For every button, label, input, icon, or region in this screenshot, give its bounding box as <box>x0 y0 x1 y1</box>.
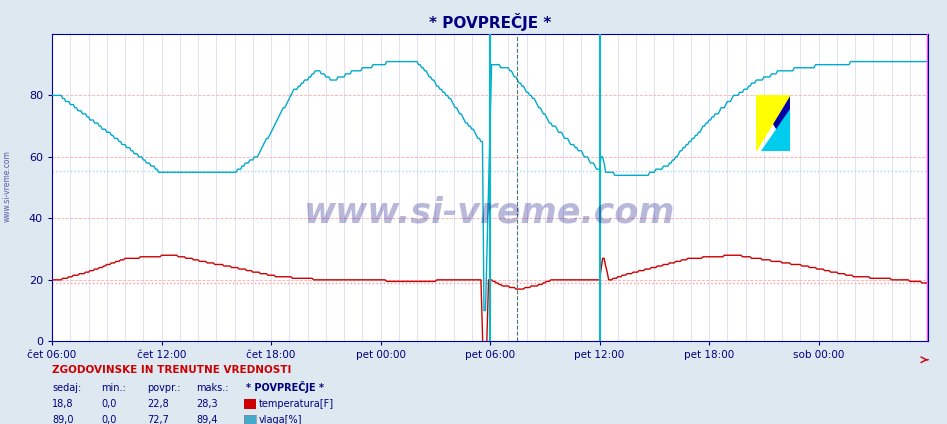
Text: www.si-vreme.com: www.si-vreme.com <box>304 195 676 229</box>
Text: 89,4: 89,4 <box>196 415 218 424</box>
Text: 0,0: 0,0 <box>101 415 116 424</box>
Text: 28,3: 28,3 <box>196 399 218 409</box>
Polygon shape <box>757 95 790 151</box>
Text: www.si-vreme.com: www.si-vreme.com <box>3 151 12 223</box>
Polygon shape <box>761 109 790 151</box>
Text: 89,0: 89,0 <box>52 415 74 424</box>
Text: 22,8: 22,8 <box>147 399 169 409</box>
Text: * POVPREČJE *: * POVPREČJE * <box>246 381 324 393</box>
Text: maks.:: maks.: <box>196 383 228 393</box>
Text: ZGODOVINSKE IN TRENUTNE VREDNOSTI: ZGODOVINSKE IN TRENUTNE VREDNOSTI <box>52 365 292 375</box>
Text: min.:: min.: <box>101 383 126 393</box>
Title: * POVPREČJE *: * POVPREČJE * <box>429 14 551 31</box>
Text: 72,7: 72,7 <box>147 415 169 424</box>
Polygon shape <box>757 95 790 151</box>
Text: vlaga[%]: vlaga[%] <box>259 415 302 424</box>
Text: 0,0: 0,0 <box>101 399 116 409</box>
Text: temperatura[F]: temperatura[F] <box>259 399 333 409</box>
Text: sedaj:: sedaj: <box>52 383 81 393</box>
Text: povpr.:: povpr.: <box>147 383 180 393</box>
Text: 18,8: 18,8 <box>52 399 74 409</box>
